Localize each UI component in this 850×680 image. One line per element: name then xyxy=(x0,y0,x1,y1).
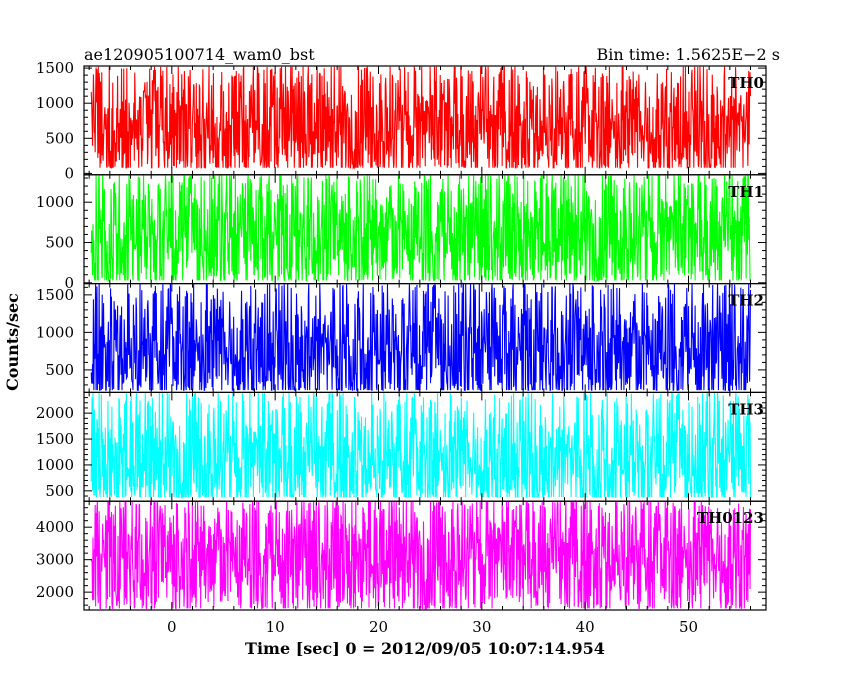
x-tick-label: 50 xyxy=(679,618,698,636)
y-tick-label: 1500 xyxy=(36,286,74,304)
y-tick-label: 500 xyxy=(45,129,74,147)
x-tick-label: 40 xyxy=(576,618,595,636)
y-tick-label: 500 xyxy=(45,361,74,379)
panel-label-th3: TH3 xyxy=(728,400,764,418)
x-tick-label: 0 xyxy=(167,618,177,636)
y-axis-label: Counts/sec xyxy=(3,293,22,391)
x-tick-label: 10 xyxy=(266,618,285,636)
series-line-th2 xyxy=(91,284,750,391)
bin-time-label: Bin time: 1.5625E−2 s xyxy=(597,45,780,64)
y-tick-label: 1000 xyxy=(36,94,74,112)
y-tick-label: 500 xyxy=(45,482,74,500)
y-tick-label: 1000 xyxy=(36,323,74,341)
y-tick-label: 500 xyxy=(45,233,74,251)
series-line-th1 xyxy=(91,175,750,281)
x-axis-label: Time [sec] 0 = 2012/09/05 10:07:14.954 xyxy=(245,639,605,658)
series-line-th3 xyxy=(91,392,750,497)
panel-label-th0: TH0 xyxy=(728,74,764,92)
y-tick-label: 1500 xyxy=(36,430,74,448)
y-tick-label: 0 xyxy=(64,164,74,182)
panel-label-th0123: TH0123 xyxy=(697,509,764,527)
y-tick-label: 4000 xyxy=(36,518,74,536)
x-tick-label: 20 xyxy=(369,618,388,636)
series-line-th0123 xyxy=(91,501,750,608)
y-tick-label: 2000 xyxy=(36,583,74,601)
panel-label-th1: TH1 xyxy=(728,183,764,201)
figure-title: ae120905100714_wam0_bst xyxy=(84,45,315,64)
y-tick-label: 1000 xyxy=(36,456,74,474)
y-tick-label: 3000 xyxy=(36,551,74,569)
x-tick-label: 30 xyxy=(472,618,491,636)
y-tick-label: 1000 xyxy=(36,193,74,211)
y-tick-label: 1500 xyxy=(36,59,74,77)
series-line-th0 xyxy=(91,67,750,168)
panel-label-th2: TH2 xyxy=(728,292,764,310)
panels-group: 0 500 1000 1500 TH0 0 500 1000 TH1 500 1000 1500 TH2… xyxy=(36,59,766,636)
y-tick-label: 2000 xyxy=(36,404,74,422)
